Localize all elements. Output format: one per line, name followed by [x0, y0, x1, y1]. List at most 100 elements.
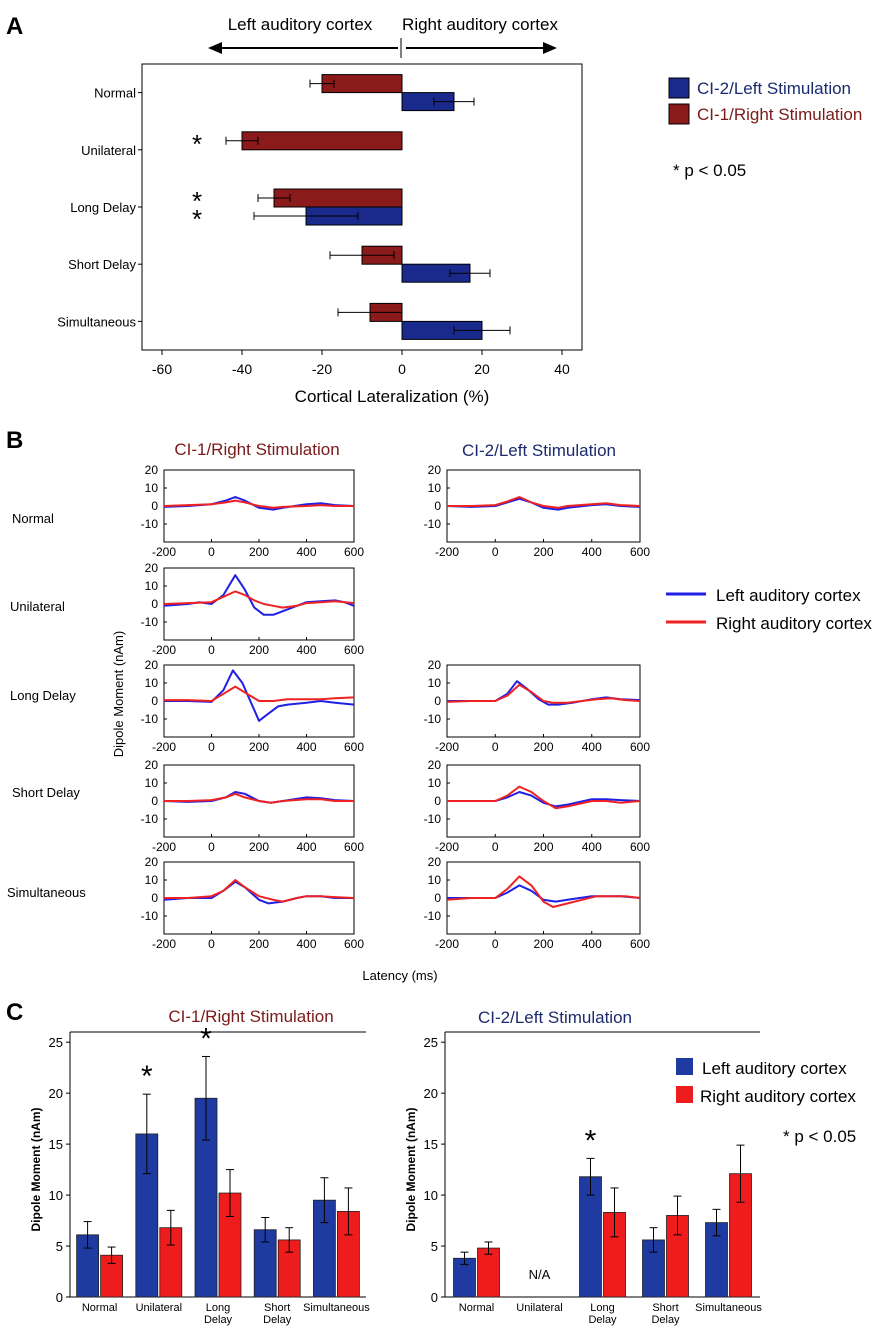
legend-label-left-c: Left auditory cortex [702, 1059, 847, 1078]
x-tick-label: 600 [630, 740, 650, 754]
right-cortex-waveform [446, 875, 641, 908]
y-tick-label: 0 [434, 891, 441, 905]
x-tick-label: 400 [582, 545, 602, 559]
x-tick-label: -200 [435, 840, 459, 854]
left-cortex-waveform [447, 884, 641, 903]
y-tick-label: 20 [145, 658, 159, 672]
x-tick-label: 200 [249, 545, 269, 559]
x-tick-label: 0 [492, 740, 499, 754]
row-label-simultaneous: Simultaneous [7, 885, 86, 900]
y-tick-label: -10 [424, 812, 442, 826]
y-tick-label: 0 [56, 1290, 63, 1305]
right-cortex-waveform [163, 590, 355, 609]
x-tick-label: 0 [208, 643, 215, 657]
right-cortex-waveform [164, 792, 354, 804]
y-tick-label: 25 [49, 1035, 63, 1050]
category-label: Normal [82, 1302, 117, 1314]
x-tick-label: 200 [533, 937, 553, 951]
panel-c-legend: Left auditory cortex Right auditory cort… [676, 1058, 856, 1146]
category-label: Delay [651, 1314, 680, 1326]
category-label: Delay [204, 1314, 233, 1326]
category-label: Simultaneous [303, 1302, 370, 1314]
y-tick-label: 10 [428, 481, 442, 495]
category-label: Long Delay [70, 200, 136, 215]
x-tick-label: 600 [344, 937, 364, 951]
left-cortex-waveform [163, 880, 354, 905]
significance-marker: * [200, 1022, 212, 1055]
sig-note-c: * p < 0.05 [783, 1127, 856, 1146]
x-tick-label: 0 [208, 937, 215, 951]
y-tick-label: 20 [49, 1086, 63, 1101]
category-label: Short [264, 1302, 290, 1314]
x-tick-label: 400 [296, 937, 316, 951]
y-tick-label: -10 [141, 712, 159, 726]
x-tick-label: 400 [582, 937, 602, 951]
left-cortex-waveform [163, 574, 355, 616]
y-tick-label: 5 [431, 1239, 438, 1254]
legend-swatch-ci2 [668, 77, 690, 99]
y-tick-label: 20 [145, 561, 159, 575]
panel-label-a: A [6, 13, 23, 40]
y-tick-label: 10 [145, 776, 159, 790]
legend-swatch-ci1 [668, 103, 690, 125]
x-tick-label: -200 [152, 643, 176, 657]
panel-c: CI-1/Right Stimulation CI-2/Left Stimula… [29, 1007, 856, 1326]
y-tick-label: 10 [424, 1188, 438, 1203]
x-tick-label: 600 [344, 840, 364, 854]
y-tick-label: -10 [424, 517, 442, 531]
category-label: Delay [588, 1314, 617, 1326]
y-tick-label: 10 [428, 676, 442, 690]
y-tick-label: 10 [145, 481, 159, 495]
y-tick-label: 25 [424, 1035, 438, 1050]
y-tick-label: 0 [151, 694, 158, 708]
arrow-right-label: Right auditory cortex [402, 15, 558, 34]
significance-marker: * [585, 1124, 597, 1157]
y-tick-label: 20 [145, 758, 159, 772]
x-tick-label: 200 [533, 740, 553, 754]
row-label-normal: Normal [12, 511, 54, 526]
legend-label-left: Left auditory cortex [716, 586, 861, 605]
y-tick-label: -10 [141, 909, 159, 923]
panel-b-title-ci2: CI-2/Left Stimulation [462, 441, 616, 460]
x-tick-label: 400 [296, 643, 316, 657]
y-tick-label: 10 [428, 776, 442, 790]
panel-c-title-ci2: CI-2/Left Stimulation [478, 1008, 632, 1027]
panel-b-title-ci1: CI-1/Right Stimulation [174, 440, 339, 459]
category-label: Normal [94, 86, 136, 101]
x-tick-label: -200 [435, 740, 459, 754]
y-tick-label: 0 [151, 499, 158, 513]
y-tick-label: 10 [145, 873, 159, 887]
row-label-long-delay: Long Delay [10, 688, 76, 703]
x-tick-label: -60 [152, 361, 172, 377]
y-tick-label: 20 [428, 658, 442, 672]
x-tick-label: 600 [344, 643, 364, 657]
significance-marker: * [192, 204, 202, 234]
x-tick-label: 600 [630, 840, 650, 854]
significance-marker: * [141, 1060, 153, 1093]
x-axis-label: Cortical Lateralization (%) [295, 387, 490, 406]
legend-label-right-c: Right auditory cortex [700, 1087, 856, 1106]
significance-marker: * [192, 129, 202, 159]
x-tick-label: 200 [249, 937, 269, 951]
y-tick-label: 0 [151, 891, 158, 905]
y-tick-label: 5 [56, 1239, 63, 1254]
y-tick-label: 0 [431, 1290, 438, 1305]
y-tick-label: 10 [428, 873, 442, 887]
left-cortex-waveform [164, 669, 355, 722]
category-label: Unilateral [81, 143, 136, 158]
x-tick-label: 400 [296, 740, 316, 754]
category-label: Simultaneous [695, 1302, 762, 1314]
legend-label-ci1: CI-1/Right Stimulation [697, 105, 862, 124]
x-tick-label: 200 [249, 740, 269, 754]
x-tick-label: -200 [152, 840, 176, 854]
sig-note-a: * p < 0.05 [673, 161, 746, 180]
x-tick-label: 200 [249, 840, 269, 854]
x-tick-label: -40 [232, 361, 252, 377]
category-label: Normal [459, 1302, 494, 1314]
x-tick-label: 200 [249, 643, 269, 657]
y-tick-label: 20 [428, 463, 442, 477]
y-tick-label: 10 [145, 579, 159, 593]
x-tick-label: -200 [152, 740, 176, 754]
x-tick-label: 600 [344, 545, 364, 559]
